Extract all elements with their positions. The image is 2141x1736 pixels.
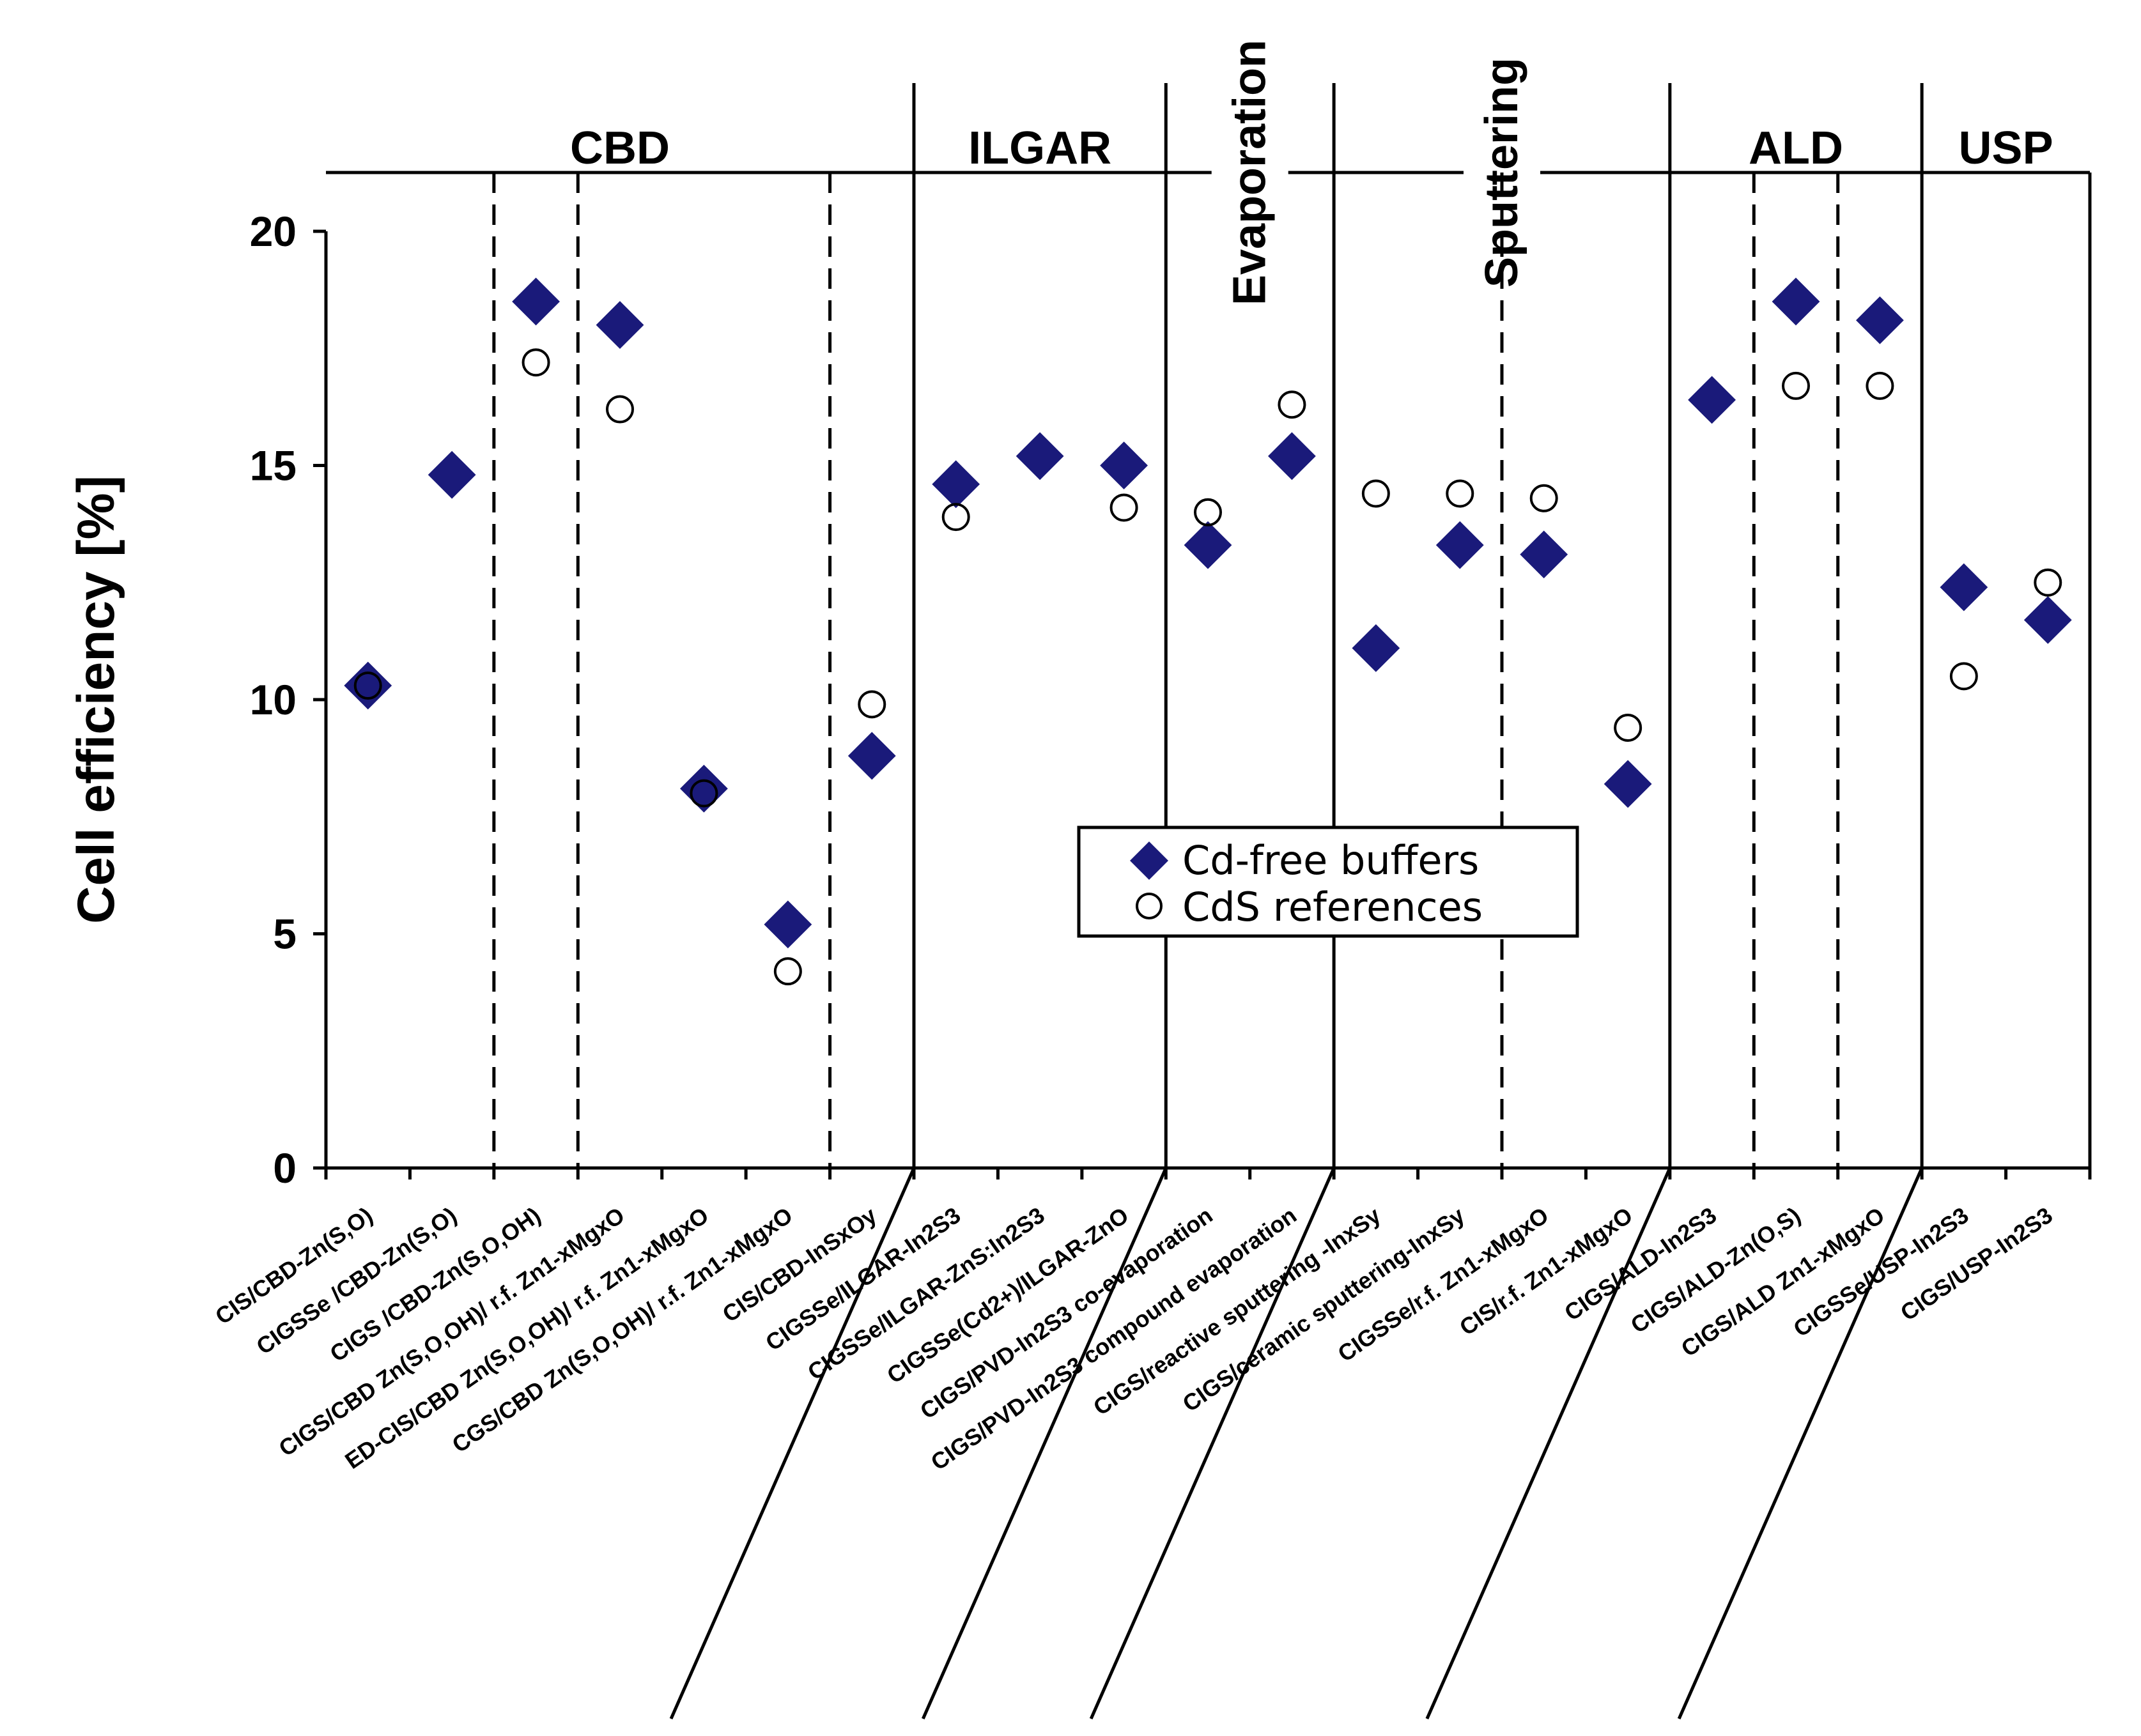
cd-free-point: [2023, 595, 2072, 644]
legend-diamond-marker: [1130, 841, 1168, 880]
group-label: ILGAR: [968, 123, 1111, 174]
plot-frame: [492, 83, 2092, 1720]
cds-reference-point: [1361, 479, 1390, 508]
cd-free-point: [344, 661, 392, 710]
cd-free-point: [764, 900, 812, 949]
cd-free-point: [1604, 760, 1652, 808]
cds-reference-point: [2034, 568, 2062, 597]
y-tick-label: 5: [273, 910, 297, 958]
cds-reference-point: [690, 779, 718, 808]
group-label: Evaporation: [1225, 40, 1276, 305]
cd-free-point: [1772, 277, 1820, 326]
legend-box: [1077, 826, 1579, 938]
cds-reference-point: [1949, 662, 1978, 691]
cds-reference-point: [606, 395, 634, 424]
cds-reference-point: [1782, 371, 1810, 400]
cds-reference-point: [1529, 484, 1558, 512]
data-markers: [344, 277, 2072, 986]
y-tick-label: 20: [250, 208, 297, 255]
group-label: ALD: [1749, 123, 1843, 174]
cd-free-point: [1184, 521, 1232, 569]
cd-free-point: [1688, 376, 1736, 424]
cd-free-point: [1940, 563, 1988, 611]
cds-reference-point: [1194, 498, 1222, 526]
cd-free-point: [1352, 624, 1400, 672]
cd-free-point: [1435, 521, 1484, 569]
cd-free-point: [847, 732, 896, 780]
cds-reference-point: [1866, 371, 1894, 400]
group-label: USP: [1959, 123, 2053, 174]
cd-free-point: [932, 460, 980, 509]
group-divider-slant: [1089, 1167, 1336, 1720]
group-divider-slant: [669, 1167, 916, 1720]
group-label: CBD: [570, 123, 670, 174]
cds-reference-point: [858, 690, 886, 719]
cds-reference-point: [1614, 713, 1642, 742]
cd-free-point: [680, 764, 728, 813]
group-labels: CBD ILGAR Evaporation Sputtering ALD USP: [326, 40, 2090, 305]
legend-label: CdS references: [1182, 884, 1483, 930]
x-tick-label: CIGS/USP-In2S3: [1896, 1202, 2057, 1326]
group-divider-slant: [1677, 1167, 1924, 1720]
legend-circle-marker: [1136, 893, 1163, 919]
cds-reference-point: [1446, 479, 1474, 508]
cd-free-point: [512, 277, 560, 326]
cds-reference-point: [522, 348, 550, 377]
cd-free-point: [1856, 296, 1904, 344]
cd-free-point: [1016, 432, 1064, 480]
cd-free-point: [596, 301, 644, 350]
group-divider-slant: [1425, 1167, 1672, 1720]
cds-reference-point: [1278, 390, 1306, 419]
legend-label: Cd-free buffers: [1182, 837, 1479, 884]
y-tick-label: 10: [250, 676, 297, 723]
y-tick-label: 15: [250, 442, 297, 489]
cd-free-point: [1268, 432, 1316, 480]
cds-reference-point: [353, 672, 382, 700]
group-label: Sputtering: [1476, 58, 1527, 288]
cd-free-point: [1520, 530, 1568, 579]
cds-reference-point: [941, 503, 970, 532]
cd-free-point: [428, 450, 476, 499]
y-tick-label: 0: [273, 1144, 297, 1192]
cds-reference-point: [1109, 493, 1138, 522]
cd-free-point: [1100, 442, 1148, 489]
y-axis-title: Cell efficiency [%]: [67, 475, 125, 924]
cds-reference-point: [773, 957, 802, 986]
group-divider-slant: [921, 1167, 1168, 1720]
